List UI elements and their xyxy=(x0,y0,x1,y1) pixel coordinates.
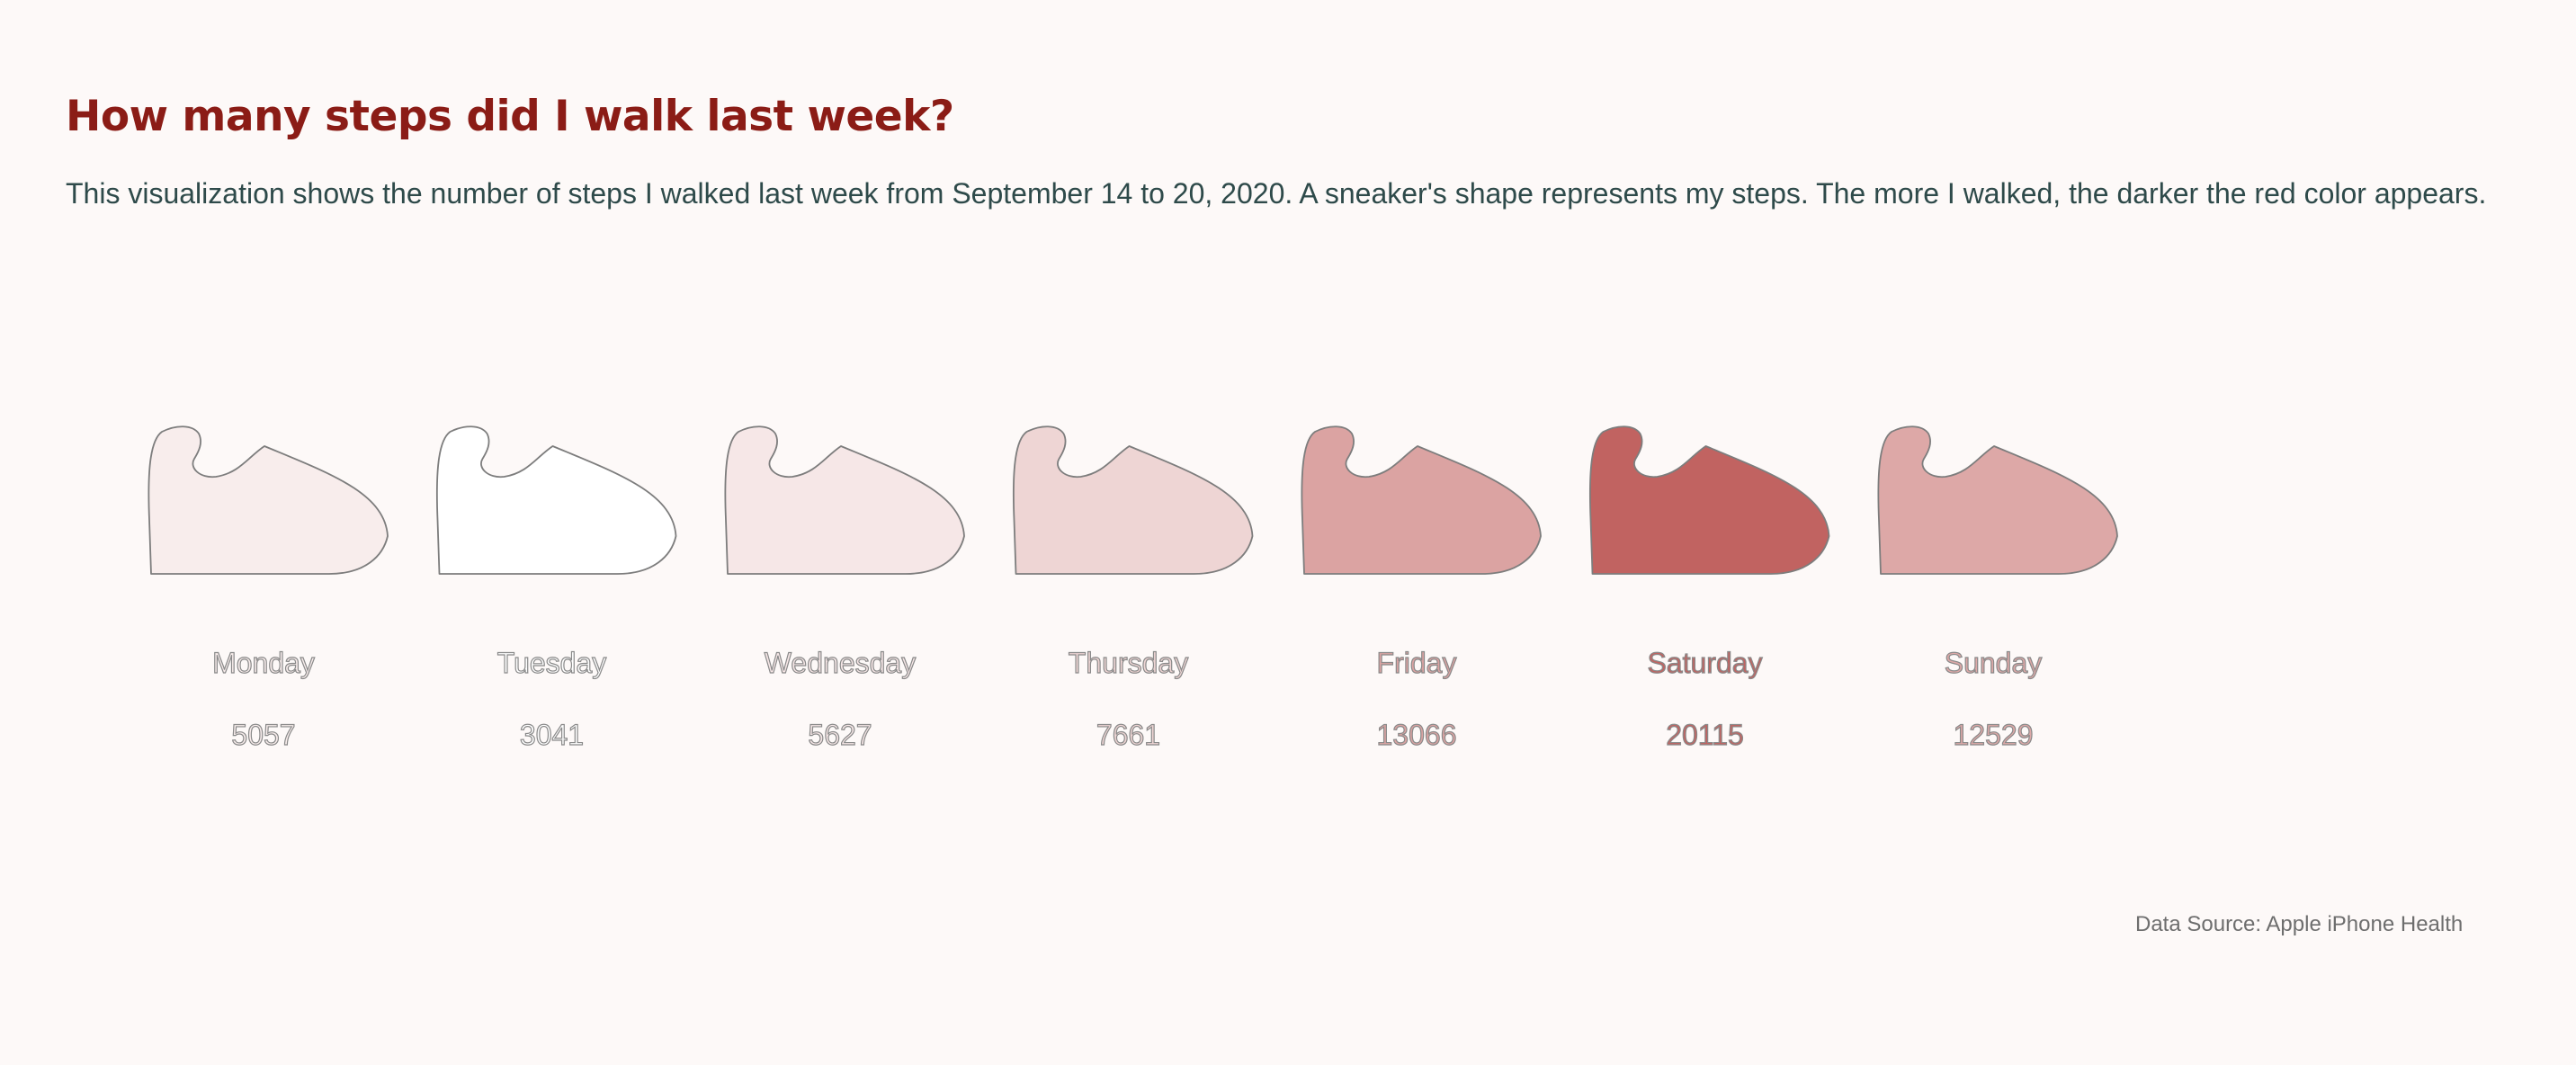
day-label: Friday xyxy=(1377,647,1457,679)
sneaker-icon xyxy=(1012,425,1254,575)
sneaker-icon xyxy=(1588,425,1830,575)
page-title: How many steps did I walk last week? xyxy=(66,92,954,141)
step-count-label: 20115 xyxy=(1666,719,1744,751)
data-source: Data Source: Apple iPhone Health xyxy=(2135,912,2464,936)
day-label: Saturday xyxy=(1647,647,1762,679)
day-label: Monday xyxy=(212,647,315,679)
step-count-label: 3041 xyxy=(520,719,584,751)
sneaker-icon xyxy=(148,425,389,575)
step-count-label: 13066 xyxy=(1377,719,1457,751)
day-label: Thursday xyxy=(1069,647,1188,679)
step-count-label: 7661 xyxy=(1096,719,1160,751)
sneaker-icon xyxy=(724,425,965,575)
day-label: Sunday xyxy=(1945,647,2043,679)
sneaker-icon xyxy=(435,425,677,575)
sneaker-icon xyxy=(1301,425,1542,575)
page-subtitle: This visualization shows the number of s… xyxy=(66,177,2487,210)
day-label: Tuesday xyxy=(497,647,607,679)
sneaker-icon xyxy=(1877,425,2118,575)
step-count-label: 5057 xyxy=(231,719,295,751)
step-count-label: 12529 xyxy=(1954,719,2034,751)
day-label: Wednesday xyxy=(765,647,916,679)
step-count-label: 5627 xyxy=(808,719,872,751)
